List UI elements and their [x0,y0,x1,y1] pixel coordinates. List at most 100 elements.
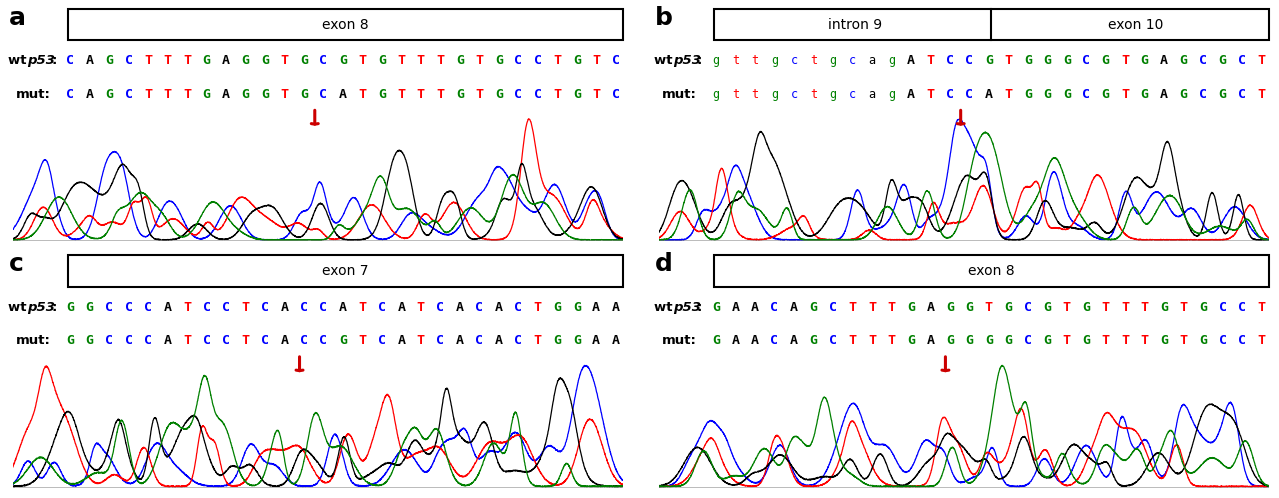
Text: A: A [86,54,93,67]
Text: G: G [455,88,464,101]
Text: C: C [514,88,522,101]
Text: G: G [377,88,386,101]
Text: T: T [1004,88,1012,101]
Text: C: C [67,54,74,67]
Text: wt: wt [654,54,677,67]
Text: G: G [495,54,503,67]
Text: T: T [358,88,366,101]
Text: C: C [1219,301,1227,314]
Text: T: T [145,88,152,101]
Text: A: A [455,301,464,314]
Text: t: t [751,88,758,101]
Text: T: T [926,88,935,101]
Text: T: T [1101,301,1110,314]
Text: C: C [611,54,620,67]
Text: T: T [848,334,857,347]
Text: G: G [1082,334,1090,347]
Text: b: b [655,6,673,30]
Text: A: A [398,301,405,314]
Text: C: C [533,88,542,101]
Text: C: C [1200,88,1207,101]
Text: g: g [771,54,778,67]
Text: T: T [358,54,366,67]
Text: A: A [751,334,758,347]
Text: A: A [926,334,935,347]
Text: g: g [888,54,895,67]
Text: C: C [514,334,522,347]
Text: T: T [164,88,171,101]
Text: G: G [242,54,249,67]
Text: G: G [339,334,347,347]
Text: G: G [1219,54,1227,67]
Text: G: G [261,88,269,101]
Text: C: C [105,301,113,314]
Text: t: t [732,88,739,101]
Text: c: c [849,88,856,101]
Text: G: G [105,88,113,101]
Text: G: G [966,334,973,347]
Text: G: G [810,301,817,314]
Text: A: A [398,334,405,347]
Text: G: G [1082,301,1090,314]
Text: T: T [1257,334,1266,347]
Text: G: G [573,54,581,67]
Text: A: A [86,88,93,101]
Text: C: C [476,301,483,314]
Text: p53: p53 [27,54,55,67]
Text: G: G [573,88,581,101]
Text: T: T [592,88,600,101]
Text: A: A [611,301,620,314]
Text: G: G [573,334,581,347]
Text: wt: wt [8,301,31,314]
Text: T: T [183,301,191,314]
Text: T: T [868,334,876,347]
Text: T: T [183,88,191,101]
Text: A: A [223,54,230,67]
Text: C: C [377,301,386,314]
Text: A: A [455,334,464,347]
Text: d: d [655,252,673,276]
Text: C: C [145,301,152,314]
Text: C: C [261,301,269,314]
Text: g: g [829,54,836,67]
Text: C: C [105,334,113,347]
Text: T: T [1101,334,1110,347]
Text: A: A [495,301,503,314]
Text: T: T [926,54,935,67]
Text: C: C [436,301,444,314]
Text: G: G [573,301,581,314]
Text: exon 7: exon 7 [322,264,368,278]
Text: A: A [164,301,171,314]
Text: T: T [476,88,483,101]
Text: G: G [946,334,954,347]
Text: G: G [495,88,503,101]
Text: t: t [732,54,739,67]
Text: A: A [280,334,289,347]
Text: A: A [611,334,620,347]
Text: C: C [301,334,308,347]
Text: T: T [436,88,444,101]
Text: A: A [732,301,739,314]
Text: A: A [1160,88,1168,101]
Text: C: C [124,334,133,347]
Text: T: T [476,54,483,67]
Text: C: C [67,88,74,101]
Text: G: G [86,334,93,347]
Text: G: G [985,54,993,67]
Text: p53: p53 [673,301,701,314]
Text: A: A [790,301,798,314]
Text: C: C [946,88,954,101]
Text: G: G [67,301,74,314]
Text: T: T [436,54,444,67]
Text: C: C [1023,334,1032,347]
Text: a: a [9,6,26,30]
Text: G: G [1179,54,1188,67]
Text: G: G [712,301,720,314]
Text: p53: p53 [27,301,55,314]
Text: mut:: mut: [663,88,697,101]
Text: T: T [1257,301,1266,314]
Text: :: : [697,301,702,314]
Text: C: C [476,334,483,347]
Text: G: G [67,334,74,347]
Text: C: C [320,334,327,347]
